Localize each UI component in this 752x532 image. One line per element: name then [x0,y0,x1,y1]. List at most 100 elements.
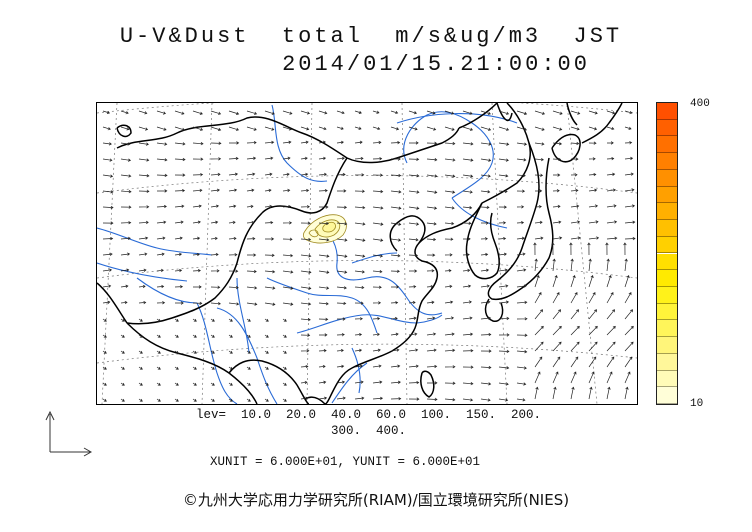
wind-vector [588,110,598,115]
wind-vector [624,371,631,384]
wind-vector [480,237,488,241]
wind-vector [174,382,179,386]
wind-vector [408,332,418,336]
wind-vector [120,252,131,256]
wind-vector [246,398,251,402]
wind-vector [156,350,161,354]
wind-vector [552,236,563,240]
wind-vector [354,222,366,226]
wind-vector [354,173,365,177]
wind-vector [282,156,291,160]
wind-vector [390,332,399,336]
wind-vector [138,284,146,289]
wind-vector [228,398,233,402]
wind-vector [372,396,384,400]
wind-vector [570,220,581,224]
wind-vector [480,398,491,402]
wind-vector [480,284,490,288]
wind-vector [390,140,401,145]
wind-vector [498,142,510,146]
colorbar-max-label: 400 [690,98,710,110]
colorbar-segment [657,220,677,237]
wind-vector [246,172,256,176]
wind-vector [318,140,326,144]
wind-vector [551,242,555,256]
wind-vector [390,397,402,401]
map-canvas [97,103,637,404]
wind-vector [174,110,185,115]
wind-vector [210,285,221,289]
wind-vector [246,286,258,290]
wind-vector [498,382,509,386]
wind-vector [605,242,609,256]
wind-vector [444,158,456,162]
wind-vector [300,318,311,322]
wind-vector [318,126,327,131]
wind-vector [120,318,125,322]
wind-vector [606,172,616,176]
wind-vector [192,252,200,257]
wind-vector [156,284,165,289]
wind-vectors [102,110,636,402]
wind-vector [102,190,114,194]
wind-vector [138,174,150,178]
wind-vector [408,126,418,131]
wind-vector [300,237,312,242]
wind-vector [120,221,132,225]
wind-vector [570,292,578,304]
wind-vector [390,269,400,273]
wind-vector [300,254,312,258]
wind-vector [300,396,309,400]
wind-vector [210,382,215,386]
wind-vector [606,236,618,240]
wind-vector [282,366,287,370]
wind-vector [372,238,384,242]
wind-vector [372,140,382,145]
wind-vector [408,141,419,145]
wind-vector [264,237,275,241]
wind-vector [138,158,150,162]
wind-vector [102,205,114,210]
wind-vector [624,309,634,320]
wind-vector [174,285,184,289]
wind-vector [606,188,616,192]
wind-vector [516,300,528,304]
wind-vector [120,236,131,240]
coastlines [97,103,623,404]
wind-vector [318,172,327,177]
wind-vector [624,341,634,352]
wind-vector [588,204,599,208]
wind-vector [462,284,472,288]
wind-vector [480,268,490,272]
wind-vector [300,302,312,306]
wind-vector [336,286,347,290]
wind-vector [174,268,183,273]
wind-vector [606,356,615,368]
wind-vector [264,188,272,193]
wind-vector [444,268,452,273]
wind-vector [210,334,215,338]
colorbar-segment [657,387,677,404]
wind-vector [462,158,474,162]
wind-vector [588,220,599,224]
wind-vector [570,309,580,320]
wind-vector [588,172,597,177]
wind-vector [156,268,164,273]
wind-vector [570,258,574,272]
wind-vector [210,188,220,192]
wind-vector [372,364,382,368]
wind-vector [462,142,474,146]
wind-vector [480,205,490,210]
wind-vector [354,332,363,337]
wind-vector [408,300,416,305]
wind-vector [569,242,573,256]
wind-vector [444,398,456,402]
wind-vector [210,398,215,402]
wind-vector [354,270,365,274]
wind-vector [498,205,507,209]
wind-vector [138,189,150,193]
wind-vector [624,141,633,145]
colorbar-segment [657,303,677,321]
wind-vector [372,285,382,289]
wind-vector [408,380,420,385]
